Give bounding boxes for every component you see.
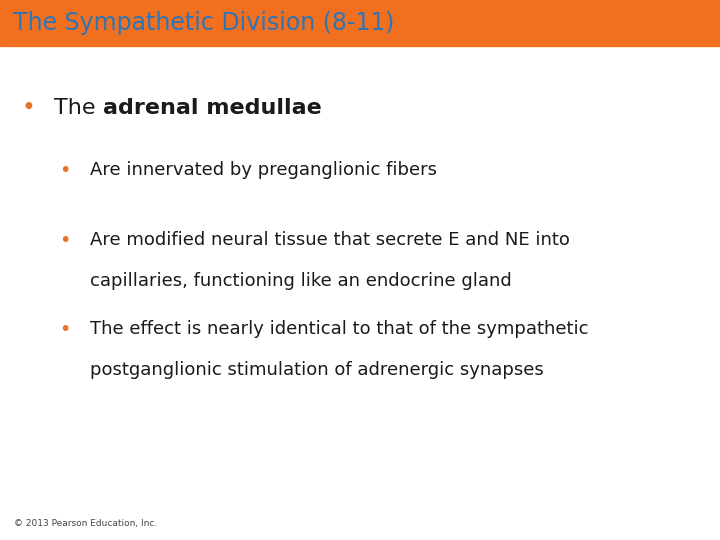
Text: The: The [54,98,103,118]
Text: The effect is nearly identical to that of the sympathetic: The effect is nearly identical to that o… [90,320,588,339]
Text: Are innervated by preganglionic fibers: Are innervated by preganglionic fibers [90,161,437,179]
Bar [0,0,720,46]
Text: adrenal medullae: adrenal medullae [103,98,321,118]
Text: The Sympathetic Division (8-11): The Sympathetic Division (8-11) [13,11,395,35]
Text: •: • [59,320,71,339]
Text: •: • [22,96,36,120]
Text: capillaries, functioning like an endocrine gland: capillaries, functioning like an endocri… [90,272,512,290]
Text: •: • [59,231,71,250]
Text: Are modified neural tissue that secrete E and NE into: Are modified neural tissue that secrete … [90,231,570,249]
Text: •: • [59,160,71,180]
Text: © 2013 Pearson Education, Inc.: © 2013 Pearson Education, Inc. [14,519,158,528]
Text: postganglionic stimulation of adrenergic synapses: postganglionic stimulation of adrenergic… [90,361,544,379]
